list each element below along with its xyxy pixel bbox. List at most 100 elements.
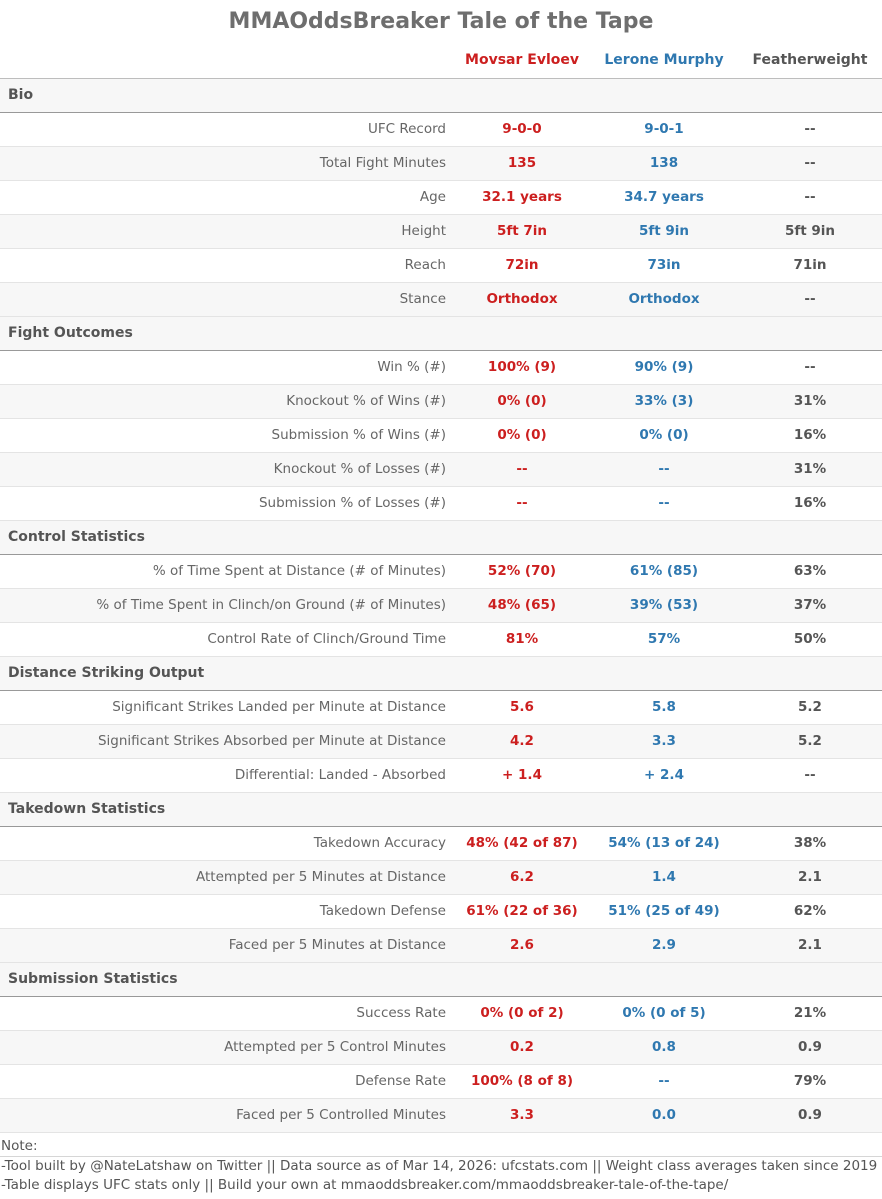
fighter2-value: 33% (3): [634, 393, 694, 409]
stat-label: Reach: [404, 257, 446, 273]
stat-row: Attempted per 5 Minutes at Distance 6.2 1.…: [0, 861, 882, 895]
fighter1-value: 5.6: [510, 699, 534, 715]
stat-label: Control Rate of Clinch/Ground Time: [207, 631, 446, 647]
division-average-value: 5.2: [798, 733, 822, 749]
stat-row: Takedown Accuracy 48% (42 of 87) 54% (13 o…: [0, 827, 882, 861]
stat-label: Defense Rate: [355, 1073, 446, 1089]
stat-label: Total Fight Minutes: [319, 155, 446, 171]
stat-row: Knockout % of Wins (#) 0% (0) 33% (3) 31%: [0, 385, 882, 419]
stat-row: Significant Strikes Landed per Minute at…: [0, 691, 882, 725]
division-average-value: 62%: [793, 903, 827, 919]
division-average-value: 2.1: [798, 869, 822, 885]
fighter2-value: 5.8: [652, 699, 676, 715]
stat-row: Differential: Landed - Absorbed + 1.4 + 2.…: [0, 759, 882, 793]
division-average-value: 50%: [793, 631, 827, 647]
fighter1-value: 48% (65): [487, 597, 557, 613]
fighter1-value: 0.2: [510, 1039, 534, 1055]
tale-of-the-tape-table: Bio UFC Record 9-0-0 9-0-1 -- Total Fight Min…: [0, 79, 882, 1133]
fighter2-value: 57%: [647, 631, 681, 647]
fighter1-value: 2.6: [510, 937, 534, 953]
division-average-value: --: [804, 359, 816, 375]
fighter1-value: 61% (22 of 36): [466, 903, 578, 919]
fighter1-value: 100% (8 of 8): [470, 1073, 574, 1089]
fighter2-value: 0.0: [652, 1107, 676, 1123]
note-line: -Tool built by @NateLatshaw on Twitter |…: [1, 1158, 878, 1174]
fighter2-value: 54% (13 of 24): [608, 835, 720, 851]
fighter1-value: + 1.4: [502, 767, 542, 783]
fighter2-value: + 2.4: [644, 767, 684, 783]
stat-row: Takedown Defense 61% (22 of 36) 51% (25 of…: [0, 895, 882, 929]
stat-row: Total Fight Minutes 135 138 --: [0, 147, 882, 181]
fighter2-value: 34.7 years: [624, 189, 704, 205]
fighter2-value: 1.4: [652, 869, 676, 885]
section-header: Bio: [0, 79, 882, 113]
division-average-value: 5.2: [798, 699, 822, 715]
fighter2-value: 90% (9): [634, 359, 694, 375]
division-average-value: 2.1: [798, 937, 822, 953]
fighter2-value: 3.3: [652, 733, 676, 749]
stat-row: UFC Record 9-0-0 9-0-1 --: [0, 113, 882, 147]
section-header: Submission Statistics: [0, 963, 882, 997]
division-average-value: --: [804, 291, 816, 307]
section-header: Distance Striking Output: [0, 657, 882, 691]
stat-label: Submission % of Losses (#): [258, 495, 446, 511]
fighter2-value: 2.9: [652, 937, 676, 953]
division-average-value: 0.9: [798, 1039, 822, 1055]
division-average-value: --: [804, 189, 816, 205]
stat-row: Attempted per 5 Control Minutes 0.2 0.8 0.9: [0, 1031, 882, 1065]
fighter2-value: --: [658, 495, 670, 511]
section-header: Takedown Statistics: [0, 793, 882, 827]
stat-label: Height: [401, 223, 446, 239]
stat-label: Success Rate: [356, 1005, 446, 1021]
stat-label: Significant Strikes Landed per Minute at…: [112, 699, 446, 715]
stat-label: Stance: [399, 291, 446, 307]
stat-row: Height 5ft 7in 5ft 9in 5ft 9in: [0, 215, 882, 249]
stat-row: Faced per 5 Minutes at Distance 2.6 2.9 2.1: [0, 929, 882, 963]
fighter2-value: 9-0-1: [644, 121, 684, 137]
fighter2-value: 0.8: [652, 1039, 676, 1055]
fighter1-value: 0% (0): [497, 393, 547, 409]
section-header: Fight Outcomes: [0, 317, 882, 351]
division-average-value: 71in: [793, 257, 827, 273]
fighter1-value: --: [516, 495, 528, 511]
stat-row: Reach 72in 73in 71in: [0, 249, 882, 283]
stat-row: Defense Rate 100% (8 of 8) -- 79%: [0, 1065, 882, 1099]
stat-label: % of Time Spent at Distance (# of Minute…: [152, 563, 446, 579]
fighter1-value: 6.2: [510, 869, 534, 885]
division-average-value: 5ft 9in: [784, 223, 836, 239]
fighter1-value: 9-0-0: [502, 121, 542, 137]
stat-label: Significant Strikes Absorbed per Minute …: [97, 733, 446, 749]
division-average-header: Featherweight: [752, 52, 868, 68]
stat-label: Age: [419, 189, 446, 205]
stat-label: Takedown Defense: [319, 903, 446, 919]
stat-label: Faced per 5 Controlled Minutes: [236, 1107, 446, 1123]
fighter1-value: Orthodox: [486, 291, 558, 307]
fighter1-value: --: [516, 461, 528, 477]
note-line: -Table displays UFC stats only || Build …: [1, 1177, 729, 1193]
fighter2-name-header: Lerone Murphy: [604, 52, 724, 68]
division-average-value: 0.9: [798, 1107, 822, 1123]
stat-label: Faced per 5 Minutes at Distance: [228, 937, 446, 953]
fighter1-value: 0% (0): [497, 427, 547, 443]
fighter2-value: 0% (0): [639, 427, 689, 443]
stat-row: Age 32.1 years 34.7 years --: [0, 181, 882, 215]
stat-label: UFC Record: [367, 121, 446, 137]
division-average-value: --: [804, 121, 816, 137]
division-average-value: 79%: [793, 1073, 827, 1089]
stat-row: Submission % of Wins (#) 0% (0) 0% (0) 16%: [0, 419, 882, 453]
fighter2-value: --: [658, 1073, 670, 1089]
fighter2-value: 5ft 9in: [638, 223, 690, 239]
division-average-value: 16%: [793, 427, 827, 443]
stat-row: % of Time Spent at Distance (# of Minute…: [0, 555, 882, 589]
stat-row: Faced per 5 Controlled Minutes 3.3 0.0 0.9: [0, 1099, 882, 1133]
fighter2-value: 138: [649, 155, 679, 171]
fighter2-value: Orthodox: [628, 291, 700, 307]
stat-row: Submission % of Losses (#) -- -- 16%: [0, 487, 882, 521]
stat-label: Attempted per 5 Minutes at Distance: [196, 869, 446, 885]
stat-row: Significant Strikes Absorbed per Minute …: [0, 725, 882, 759]
fighter2-value: 51% (25 of 49): [608, 903, 720, 919]
stat-row: Stance Orthodox Orthodox --: [0, 283, 882, 317]
fighter1-name-header: Movsar Evloev: [465, 52, 579, 68]
fighter1-value: 135: [507, 155, 537, 171]
stat-label: Knockout % of Wins (#): [286, 393, 446, 409]
